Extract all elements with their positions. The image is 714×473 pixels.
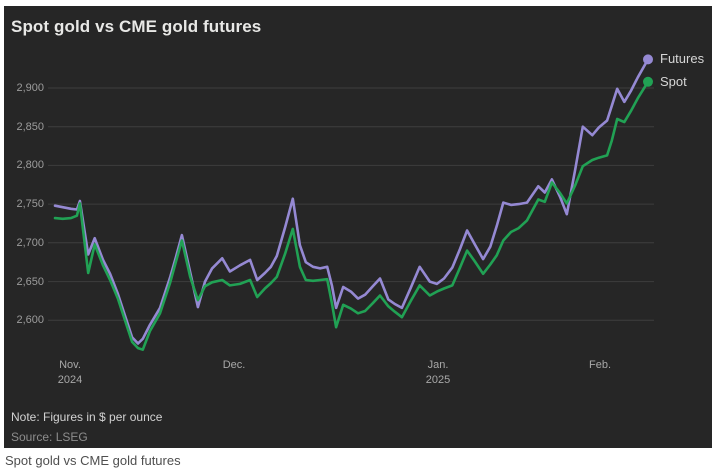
source-text: Source: LSEG [11, 430, 88, 444]
y-axis-label: 2,900 [16, 82, 44, 94]
y-axis-label: 2,600 [16, 314, 44, 326]
y-axis-label: 2,650 [16, 276, 44, 288]
caption-text: Spot gold vs CME gold futures [5, 453, 181, 468]
spot-end-dot [643, 76, 653, 87]
legend-label-spot: Spot [660, 74, 687, 89]
x-axis-label: Jan. [427, 359, 449, 371]
chart-title: Spot gold vs CME gold futures [11, 17, 262, 36]
spot-line [53, 80, 650, 352]
futures-line [53, 58, 650, 345]
note-text: Note: Figures in $ per ounce [11, 410, 163, 424]
plot-svg [48, 54, 654, 352]
y-axis-label: 2,800 [16, 159, 44, 171]
x-axis-label: Nov. [59, 359, 81, 371]
futures-end-dot [643, 54, 653, 65]
x-axis-year-label: 2025 [425, 374, 451, 386]
chart-panel: Spot gold vs CME gold futures 2,600 2,650… [4, 6, 712, 448]
x-axis-label: Feb. [588, 359, 611, 371]
x-axis-label: Dec. [222, 359, 246, 371]
y-axis-label: 2,850 [16, 121, 44, 133]
y-axis-label: 2,700 [16, 237, 44, 249]
legend-label-futures: Futures [660, 51, 705, 66]
y-axis-label: 2,750 [16, 198, 44, 210]
x-axis-year-label: 2024 [57, 374, 83, 386]
